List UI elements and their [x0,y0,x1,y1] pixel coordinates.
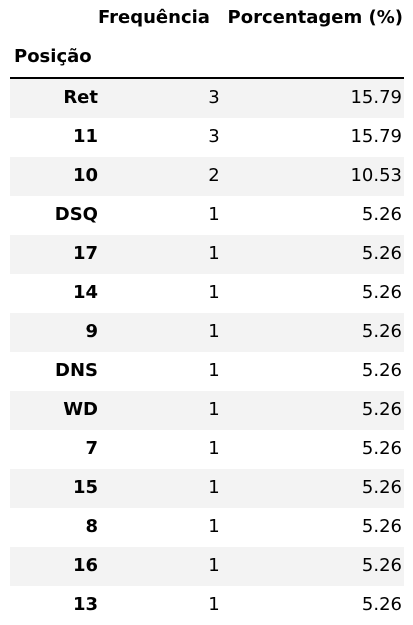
cell-posicao: 17 [72,243,98,264]
cell-frequencia: 1 [208,360,220,381]
cell-posicao: 16 [72,555,98,576]
cell-porcentagem: 15.79 [350,126,402,147]
index-header-posicao: Posição [14,46,92,67]
table-row: DSQ 1 5.26 [10,196,404,235]
table-row: 10 2 10.53 [10,157,404,196]
cell-posicao: 10 [72,165,98,186]
cell-posicao: WD [63,399,98,420]
cell-posicao: 13 [72,594,98,615]
table-row: 8 1 5.26 [10,508,404,547]
cell-frequencia: 1 [208,555,220,576]
cell-posicao: 11 [72,126,98,147]
cell-frequencia: 1 [208,282,220,303]
table-row: 17 1 5.26 [10,235,404,274]
table-row: 9 1 5.26 [10,313,404,352]
cell-frequencia: 3 [208,126,220,147]
cell-posicao: DNS [55,360,98,381]
cell-posicao: Ret [63,87,98,108]
cell-frequencia: 2 [208,165,220,186]
cell-porcentagem: 10.53 [350,165,402,186]
column-header-frequencia: Frequência [98,7,210,28]
table-row: WD 1 5.26 [10,391,404,430]
cell-porcentagem: 5.26 [361,204,402,225]
cell-frequencia: 1 [208,243,220,264]
cell-posicao: 8 [85,516,98,537]
table-row: DNS 1 5.26 [10,352,404,391]
cell-porcentagem: 5.26 [361,282,402,303]
table-row: 7 1 5.26 [10,430,404,469]
cell-porcentagem: 5.26 [361,399,402,420]
table-row: 13 1 5.26 [10,586,404,625]
cell-frequencia: 1 [208,594,220,615]
cell-porcentagem: 5.26 [361,438,402,459]
cell-porcentagem: 5.26 [361,555,402,576]
cell-posicao: 14 [72,282,98,303]
cell-frequencia: 1 [208,204,220,225]
cell-frequencia: 1 [208,399,220,420]
column-header-porcentagem: Porcentagem (%) [227,7,403,28]
cell-frequencia: 3 [208,87,220,108]
cell-porcentagem: 5.26 [361,594,402,615]
cell-porcentagem: 15.79 [350,87,402,108]
cell-porcentagem: 5.26 [361,360,402,381]
cell-frequencia: 1 [208,438,220,459]
table-row: Ret 3 15.79 [10,79,404,118]
cell-posicao: 7 [85,438,98,459]
cell-porcentagem: 5.26 [361,321,402,342]
table-row: 16 1 5.26 [10,547,404,586]
cell-porcentagem: 5.26 [361,243,402,264]
table-row: 14 1 5.26 [10,274,404,313]
header-rule [10,77,404,79]
cell-posicao: 9 [85,321,98,342]
table-body: Ret 3 15.79 11 3 15.79 10 2 10.53 DSQ 1 5.26 17 1 5.26… [10,79,404,625]
cell-posicao: DSQ [54,204,98,225]
table-row: 15 1 5.26 [10,469,404,508]
table-row: 11 3 15.79 [10,118,404,157]
cell-frequencia: 1 [208,321,220,342]
cell-porcentagem: 5.26 [361,516,402,537]
cell-porcentagem: 5.26 [361,477,402,498]
cell-frequencia: 1 [208,477,220,498]
cell-posicao: 15 [72,477,98,498]
cell-frequencia: 1 [208,516,220,537]
